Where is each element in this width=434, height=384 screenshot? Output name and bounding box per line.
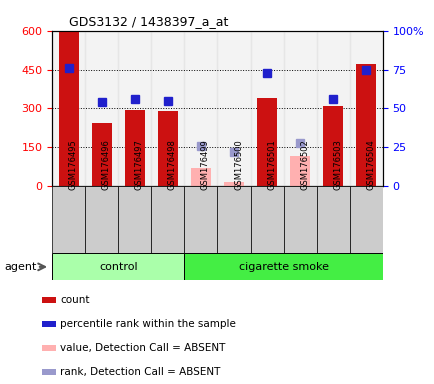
Bar bbox=[256, 98, 276, 186]
Text: GSM176503: GSM176503 bbox=[332, 139, 342, 190]
Bar bbox=[316, 186, 349, 253]
Text: GSM176500: GSM176500 bbox=[233, 139, 243, 190]
Bar bbox=[118, 31, 151, 186]
Bar bbox=[52, 31, 85, 186]
Text: rank, Detection Call = ABSENT: rank, Detection Call = ABSENT bbox=[60, 367, 220, 377]
Text: GSM176498: GSM176498 bbox=[168, 139, 177, 190]
Bar bbox=[42, 369, 56, 375]
Bar bbox=[151, 31, 184, 186]
Bar bbox=[217, 31, 250, 186]
Bar bbox=[42, 345, 56, 351]
Text: count: count bbox=[60, 295, 90, 305]
Bar bbox=[118, 186, 151, 253]
Bar bbox=[92, 123, 112, 186]
Text: percentile rank within the sample: percentile rank within the sample bbox=[60, 319, 236, 329]
Bar bbox=[349, 31, 382, 186]
Text: GSM176496: GSM176496 bbox=[102, 139, 111, 190]
Bar bbox=[250, 186, 283, 253]
Text: GDS3132 / 1438397_a_at: GDS3132 / 1438397_a_at bbox=[69, 15, 227, 28]
Bar bbox=[184, 253, 382, 280]
Bar bbox=[42, 297, 56, 303]
Bar bbox=[250, 31, 283, 186]
Bar bbox=[59, 32, 79, 186]
Bar bbox=[191, 168, 210, 186]
Bar bbox=[85, 186, 118, 253]
Bar bbox=[52, 253, 184, 280]
Text: cigarette smoke: cigarette smoke bbox=[238, 262, 328, 272]
Text: agent: agent bbox=[4, 262, 36, 272]
Bar bbox=[42, 321, 56, 327]
Text: control: control bbox=[99, 262, 137, 272]
Text: GSM176499: GSM176499 bbox=[201, 139, 210, 190]
Bar bbox=[125, 110, 145, 186]
Bar bbox=[85, 31, 118, 186]
Bar bbox=[283, 31, 316, 186]
Bar bbox=[184, 186, 217, 253]
Bar bbox=[349, 186, 382, 253]
Text: GSM176497: GSM176497 bbox=[135, 139, 144, 190]
Bar bbox=[158, 111, 178, 186]
Text: GSM176504: GSM176504 bbox=[365, 139, 375, 190]
Bar bbox=[224, 182, 243, 186]
Bar bbox=[52, 186, 85, 253]
Text: value, Detection Call = ABSENT: value, Detection Call = ABSENT bbox=[60, 343, 225, 353]
Text: GSM176495: GSM176495 bbox=[69, 139, 78, 190]
Bar bbox=[322, 106, 342, 186]
Text: GSM176502: GSM176502 bbox=[299, 139, 309, 190]
Bar bbox=[184, 31, 217, 186]
Bar bbox=[289, 156, 309, 186]
Bar bbox=[283, 186, 316, 253]
Bar bbox=[151, 186, 184, 253]
Text: GSM176501: GSM176501 bbox=[266, 139, 276, 190]
Bar bbox=[316, 31, 349, 186]
Bar bbox=[217, 186, 250, 253]
Bar bbox=[355, 65, 375, 186]
